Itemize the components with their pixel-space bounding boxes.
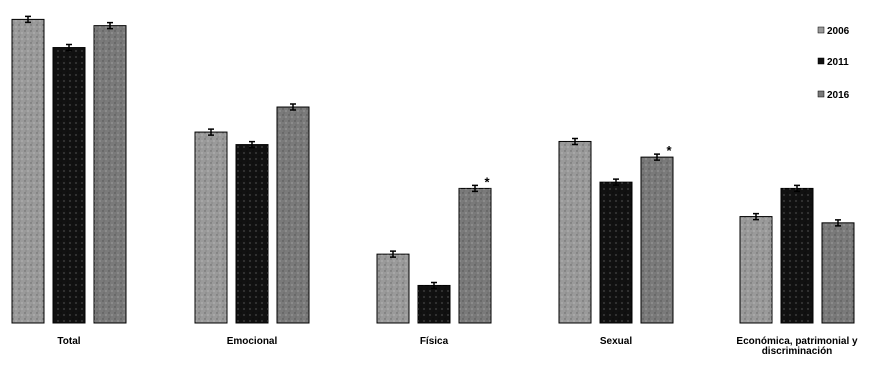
error-bar [654, 153, 660, 161]
significance-star: * [484, 174, 490, 189]
error-bar [794, 184, 800, 193]
bar-texture [559, 141, 591, 323]
legend-label-2016: 2016 [827, 90, 850, 101]
legend-swatch-2006 [817, 26, 825, 34]
legend-swatch-2011 [817, 57, 825, 65]
error-bar [835, 219, 841, 227]
error-bar [753, 212, 759, 221]
significance-star: * [666, 143, 672, 158]
x-tick-label-total: Total [57, 336, 80, 347]
bar-texture [418, 285, 450, 323]
bar-texture [459, 188, 491, 323]
bar-texture [600, 182, 632, 323]
significance-markers: ** [484, 143, 672, 189]
bar-texture [236, 144, 268, 323]
bar-texture [377, 254, 409, 323]
bar-texture [781, 188, 813, 323]
bar-texture [94, 25, 126, 324]
bar-texture [822, 222, 854, 323]
bar-texture [277, 107, 309, 323]
error-bar [25, 15, 31, 24]
bar-texture [740, 216, 772, 323]
x-tick-label-fisica: Física [420, 336, 449, 347]
error-bar [613, 178, 619, 186]
legend-label-2006: 2006 [827, 26, 850, 37]
legend: 2006 2011 2016 [817, 26, 850, 101]
legend-swatch-2016 [817, 90, 825, 98]
bar-texture [53, 47, 85, 324]
bar-texture [195, 132, 227, 323]
error-bar [208, 128, 214, 136]
bars-layer [11, 15, 855, 324]
bar-texture [12, 19, 44, 323]
x-axis-labels: Total Emocional Física Sexual Económica, pat… [57, 336, 858, 357]
error-bar [572, 137, 578, 146]
error-bar [290, 103, 296, 111]
legend-label-2011: 2011 [827, 57, 849, 68]
x-tick-label-sexual: Sexual [600, 336, 632, 347]
x-tick-label-emocional: Emocional [227, 336, 278, 347]
error-bar [472, 184, 478, 193]
error-bar [107, 21, 113, 30]
error-bar [66, 43, 72, 52]
error-bar [431, 281, 437, 290]
error-bar [390, 250, 396, 258]
error-bar [249, 140, 255, 149]
bar-texture [641, 157, 673, 323]
x-tick-label-economica-patrimonial-y-discriminacion: Económica, patrimonial y discriminación [736, 336, 858, 357]
